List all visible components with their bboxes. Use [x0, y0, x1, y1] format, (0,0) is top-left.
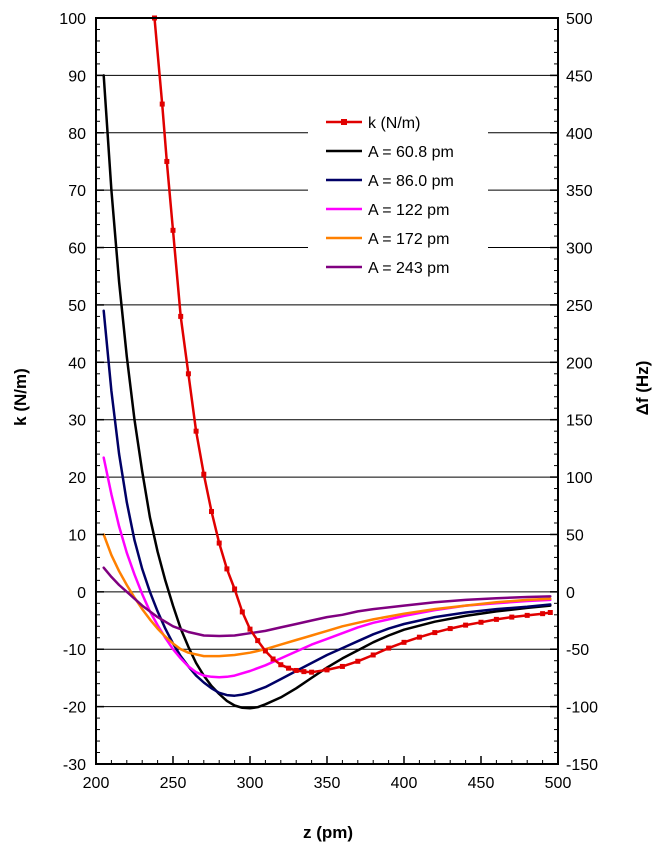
data-point-marker: [224, 566, 230, 572]
data-point-marker: [216, 540, 222, 546]
legend-label-a-86-0-pm: A = 86.0 pm: [368, 173, 454, 190]
series-line-a-172-pm: [102, 533, 552, 658]
data-point-marker: [309, 669, 315, 675]
data-point-marker: [324, 667, 330, 673]
x-axis-title: z (pm): [303, 823, 353, 842]
y2-tick-label: -100: [566, 700, 598, 717]
legend-label-a-122-pm: A = 122 pm: [368, 202, 449, 219]
y-tick-label: 70: [68, 183, 86, 200]
data-point-marker: [339, 663, 345, 669]
data-point-marker: [286, 665, 291, 671]
data-point-marker: [170, 227, 176, 233]
data-point-marker: [493, 616, 499, 622]
data-point-marker: [293, 667, 299, 673]
series-group: [102, 15, 553, 710]
series-line-a-243-pm: [102, 566, 552, 638]
data-point-marker: [416, 634, 422, 640]
data-point-marker: [159, 101, 165, 107]
y-tick-label: 20: [68, 470, 86, 487]
y-tick-label: 10: [68, 527, 86, 544]
y2-tick-label: 150: [566, 413, 593, 430]
ticks: -30-20-100102030405060708090100-150-100-…: [59, 11, 598, 792]
data-point-marker: [432, 630, 438, 636]
x-tick-label: 350: [314, 775, 341, 792]
data-point-marker: [355, 658, 361, 664]
data-point-marker: [301, 669, 307, 675]
data-point-marker: [401, 639, 407, 645]
y2-tick-label: 0: [566, 585, 575, 602]
y-tick-label: 80: [68, 126, 86, 143]
y-tick-label: -10: [63, 642, 86, 659]
legend-label-a-172-pm: A = 172 pm: [368, 231, 449, 248]
data-point-marker: [540, 611, 546, 617]
data-point-marker: [524, 612, 530, 618]
y2-tick-label: -150: [566, 757, 598, 774]
data-point-marker: [185, 371, 191, 377]
x-tick-label: 300: [237, 775, 264, 792]
data-point-marker: [209, 509, 214, 515]
y2-tick-label: 500: [566, 11, 593, 28]
legend-label-a-60-8-pm: A = 60.8 pm: [368, 144, 454, 161]
data-point-marker: [201, 471, 207, 477]
x-tick-label: 450: [468, 775, 495, 792]
y-tick-label: 60: [68, 241, 86, 258]
y2-tick-label: 450: [566, 68, 593, 85]
x-tick-label: 400: [391, 775, 418, 792]
legend-label-a-243-pm: A = 243 pm: [368, 260, 449, 277]
series-line-a-122-pm: [102, 456, 552, 679]
data-point-marker: [463, 622, 469, 628]
x-tick-label: 250: [160, 775, 187, 792]
data-point-marker: [547, 610, 553, 616]
data-point-marker: [478, 619, 484, 625]
series-line-k-n-m: [153, 16, 552, 674]
data-point-marker: [270, 656, 276, 662]
y-tick-label: 0: [77, 585, 86, 602]
data-point-marker: [164, 158, 170, 164]
series-line-a-60-8-pm: [102, 74, 552, 710]
y2-tick-label: 350: [566, 183, 593, 200]
y2-tick-label: 250: [566, 298, 593, 315]
y2-tick-label: 50: [566, 527, 584, 544]
y-axis-right-title: Δf (Hz): [633, 361, 652, 416]
y-tick-label: 50: [68, 298, 86, 315]
data-point-marker: [178, 313, 184, 319]
y2-tick-label: 400: [566, 126, 593, 143]
data-point-marker: [247, 626, 253, 632]
data-point-marker: [232, 586, 238, 592]
data-point-marker: [255, 638, 261, 644]
series-line-a-86-0-pm: [102, 309, 552, 697]
x-tick-label: 500: [545, 775, 572, 792]
y-tick-label: -30: [63, 757, 86, 774]
data-point-marker: [262, 648, 268, 654]
data-point-marker: [447, 626, 453, 632]
data-point-marker: [193, 428, 199, 434]
y-axis-left-title: k (N/m): [11, 368, 30, 426]
y-tick-label: 40: [68, 355, 86, 372]
data-point-marker: [386, 645, 392, 651]
y2-tick-label: -50: [566, 642, 589, 659]
legend-label-k-n-m: k (N/m): [368, 115, 420, 132]
y2-tick-label: 200: [566, 355, 593, 372]
legend: k (N/m) A = 60.8 pm A = 86.0 pm A = 122 pm A…: [308, 108, 488, 288]
data-point-marker: [370, 652, 376, 658]
legend-box: [308, 108, 488, 288]
y2-tick-label: 100: [566, 470, 593, 487]
y-tick-label: -20: [63, 700, 86, 717]
legend-marker: [341, 119, 347, 125]
x-tick-label: 200: [83, 775, 110, 792]
y-tick-label: 30: [68, 413, 86, 430]
data-point-marker: [239, 609, 245, 615]
y-tick-label: 90: [68, 68, 86, 85]
data-point-marker: [509, 614, 515, 620]
data-point-marker: [278, 662, 284, 668]
y2-tick-label: 300: [566, 241, 593, 258]
y-tick-label: 100: [59, 11, 86, 28]
